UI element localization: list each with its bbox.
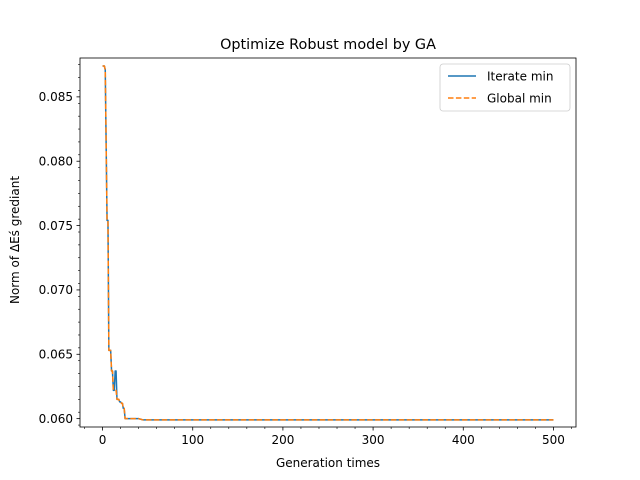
x-tick-label: 300	[362, 433, 385, 447]
x-tick-label: 0	[99, 433, 107, 447]
global-min-line	[102, 65, 554, 421]
y-axis-label: Norm of ΔEś grediant	[8, 176, 22, 304]
x-axis-label: Generation times	[276, 456, 380, 470]
legend: Iterate min Global min	[439, 63, 571, 112]
chart-title: Optimize Robust model by GA	[220, 37, 436, 53]
y-tick-label: 0.065	[39, 348, 73, 362]
plot-area	[102, 65, 554, 421]
y-tick-label: 0.060	[39, 412, 73, 426]
y-axis: 0.060 0.065 0.070 0.075 0.080 0.085	[39, 64, 80, 426]
x-tick-label: 100	[181, 433, 204, 447]
x-axis: 0 100 200 300 400 500	[84, 427, 572, 447]
x-tick-label: 500	[542, 433, 565, 447]
x-tick-label: 400	[452, 433, 475, 447]
y-tick-label: 0.085	[39, 90, 73, 104]
legend-label: Global min	[487, 91, 552, 105]
x-tick-label: 200	[271, 433, 294, 447]
legend-label: Iterate min	[487, 69, 553, 83]
y-tick-label: 0.080	[39, 155, 73, 169]
y-tick-label: 0.070	[39, 283, 73, 297]
y-tick-label: 0.075	[39, 219, 73, 233]
plot-frame	[79, 57, 577, 428]
